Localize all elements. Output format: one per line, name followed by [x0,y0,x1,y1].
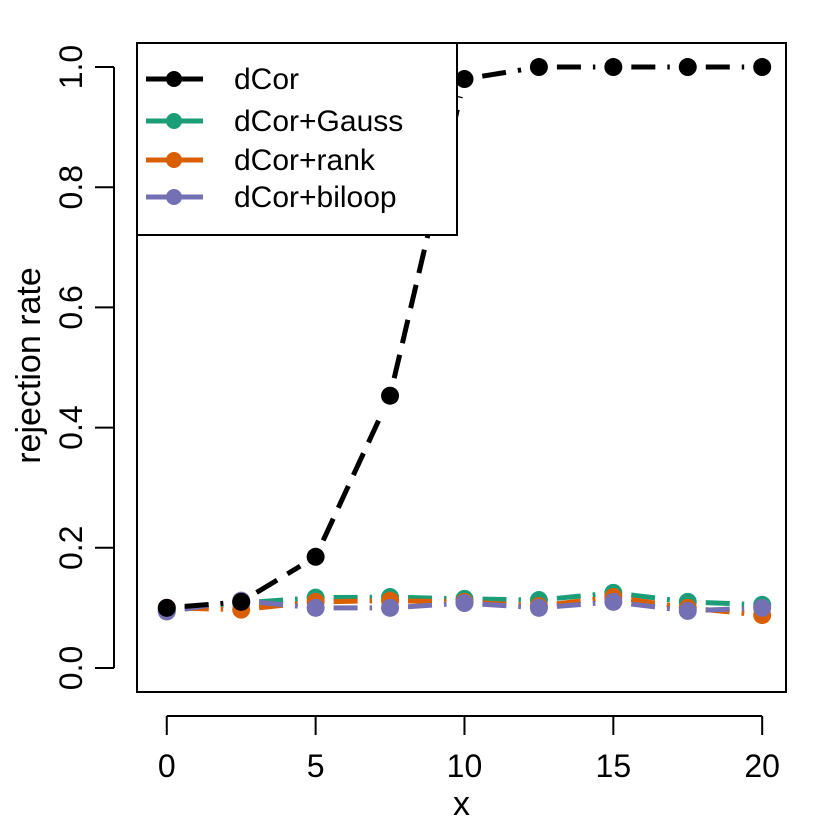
series-line-segment [408,598,447,605]
series-line-segment [556,592,596,601]
series-line-segment [320,411,385,542]
y-axis-title: rejection rate [10,267,48,464]
data-point [455,594,474,613]
x-axis: 0 5 10 15 20 [158,715,780,784]
legend-swatch-marker [166,189,182,205]
plot-border [136,42,787,693]
data-point [157,598,176,617]
legend: dCor dCor+Gauss dCor+rank dCor+biloop [136,42,458,236]
series-line-segment [184,600,224,609]
legend-label: dCor+biloop [234,181,397,214]
series-line-segment [630,592,671,603]
series-layer [157,58,772,625]
data-point [455,70,474,89]
y-tick-label: 0.0 [53,646,89,690]
data-point [381,598,400,617]
data-point [604,58,623,77]
legend-box [136,42,458,236]
series-line-segment [705,600,745,607]
series-line-segment [556,600,596,609]
series-line-segment [556,596,596,607]
data-point [753,598,772,617]
x-tick-label: 20 [744,748,780,784]
series-line-segment [630,601,671,612]
data-point [753,58,772,77]
series-dcor [157,58,772,617]
series-line-segment [407,594,447,601]
y-tick-label: 0.6 [53,285,89,329]
x-tick-label: 10 [447,748,483,784]
series-line-segment [481,67,522,79]
legend-label: dCor+Gauss [234,105,403,138]
data-point [232,592,251,611]
series-line-segment [255,563,302,595]
legend-label: dCor [234,63,299,96]
data-point [529,58,548,77]
legend-swatch-marker [166,71,182,87]
series-line-segment [407,601,447,610]
data-point [604,592,623,611]
series-line-segment [333,598,373,605]
y-axis: 0.0 0.2 0.4 0.6 0.8 1.0 [53,45,115,690]
legend-item: dCor [146,63,299,96]
x-tick-label: 5 [307,748,325,784]
x-tick-label: 15 [596,748,632,784]
series-line-segment [258,599,298,609]
x-tick-label: 0 [158,748,176,784]
data-point [306,547,325,566]
y-tick-label: 0.8 [53,165,89,209]
y-tick-label: 1.0 [53,45,89,89]
x-axis-title: x [453,785,470,823]
plot-frame [136,42,787,693]
legend-item: dCor+rank [146,144,376,177]
y-tick-label: 0.2 [53,526,89,570]
data-point [381,386,400,405]
legend-label: dCor+rank [234,144,376,177]
series-line-segment [705,606,745,613]
data-point [678,58,697,77]
data-point [678,601,697,620]
series-line-segment [482,596,521,603]
data-point [306,598,325,617]
legend-item: dCor+biloop [146,181,397,214]
legend-swatch-marker [166,152,182,168]
series-line-segment [391,96,463,379]
series-line-segment [482,601,522,610]
legend-swatch-marker [166,113,182,129]
legend-item: dCor+Gauss [146,105,403,138]
series-line-segment [630,597,671,608]
y-tick-label: 0.4 [53,405,89,449]
data-point [529,598,548,617]
